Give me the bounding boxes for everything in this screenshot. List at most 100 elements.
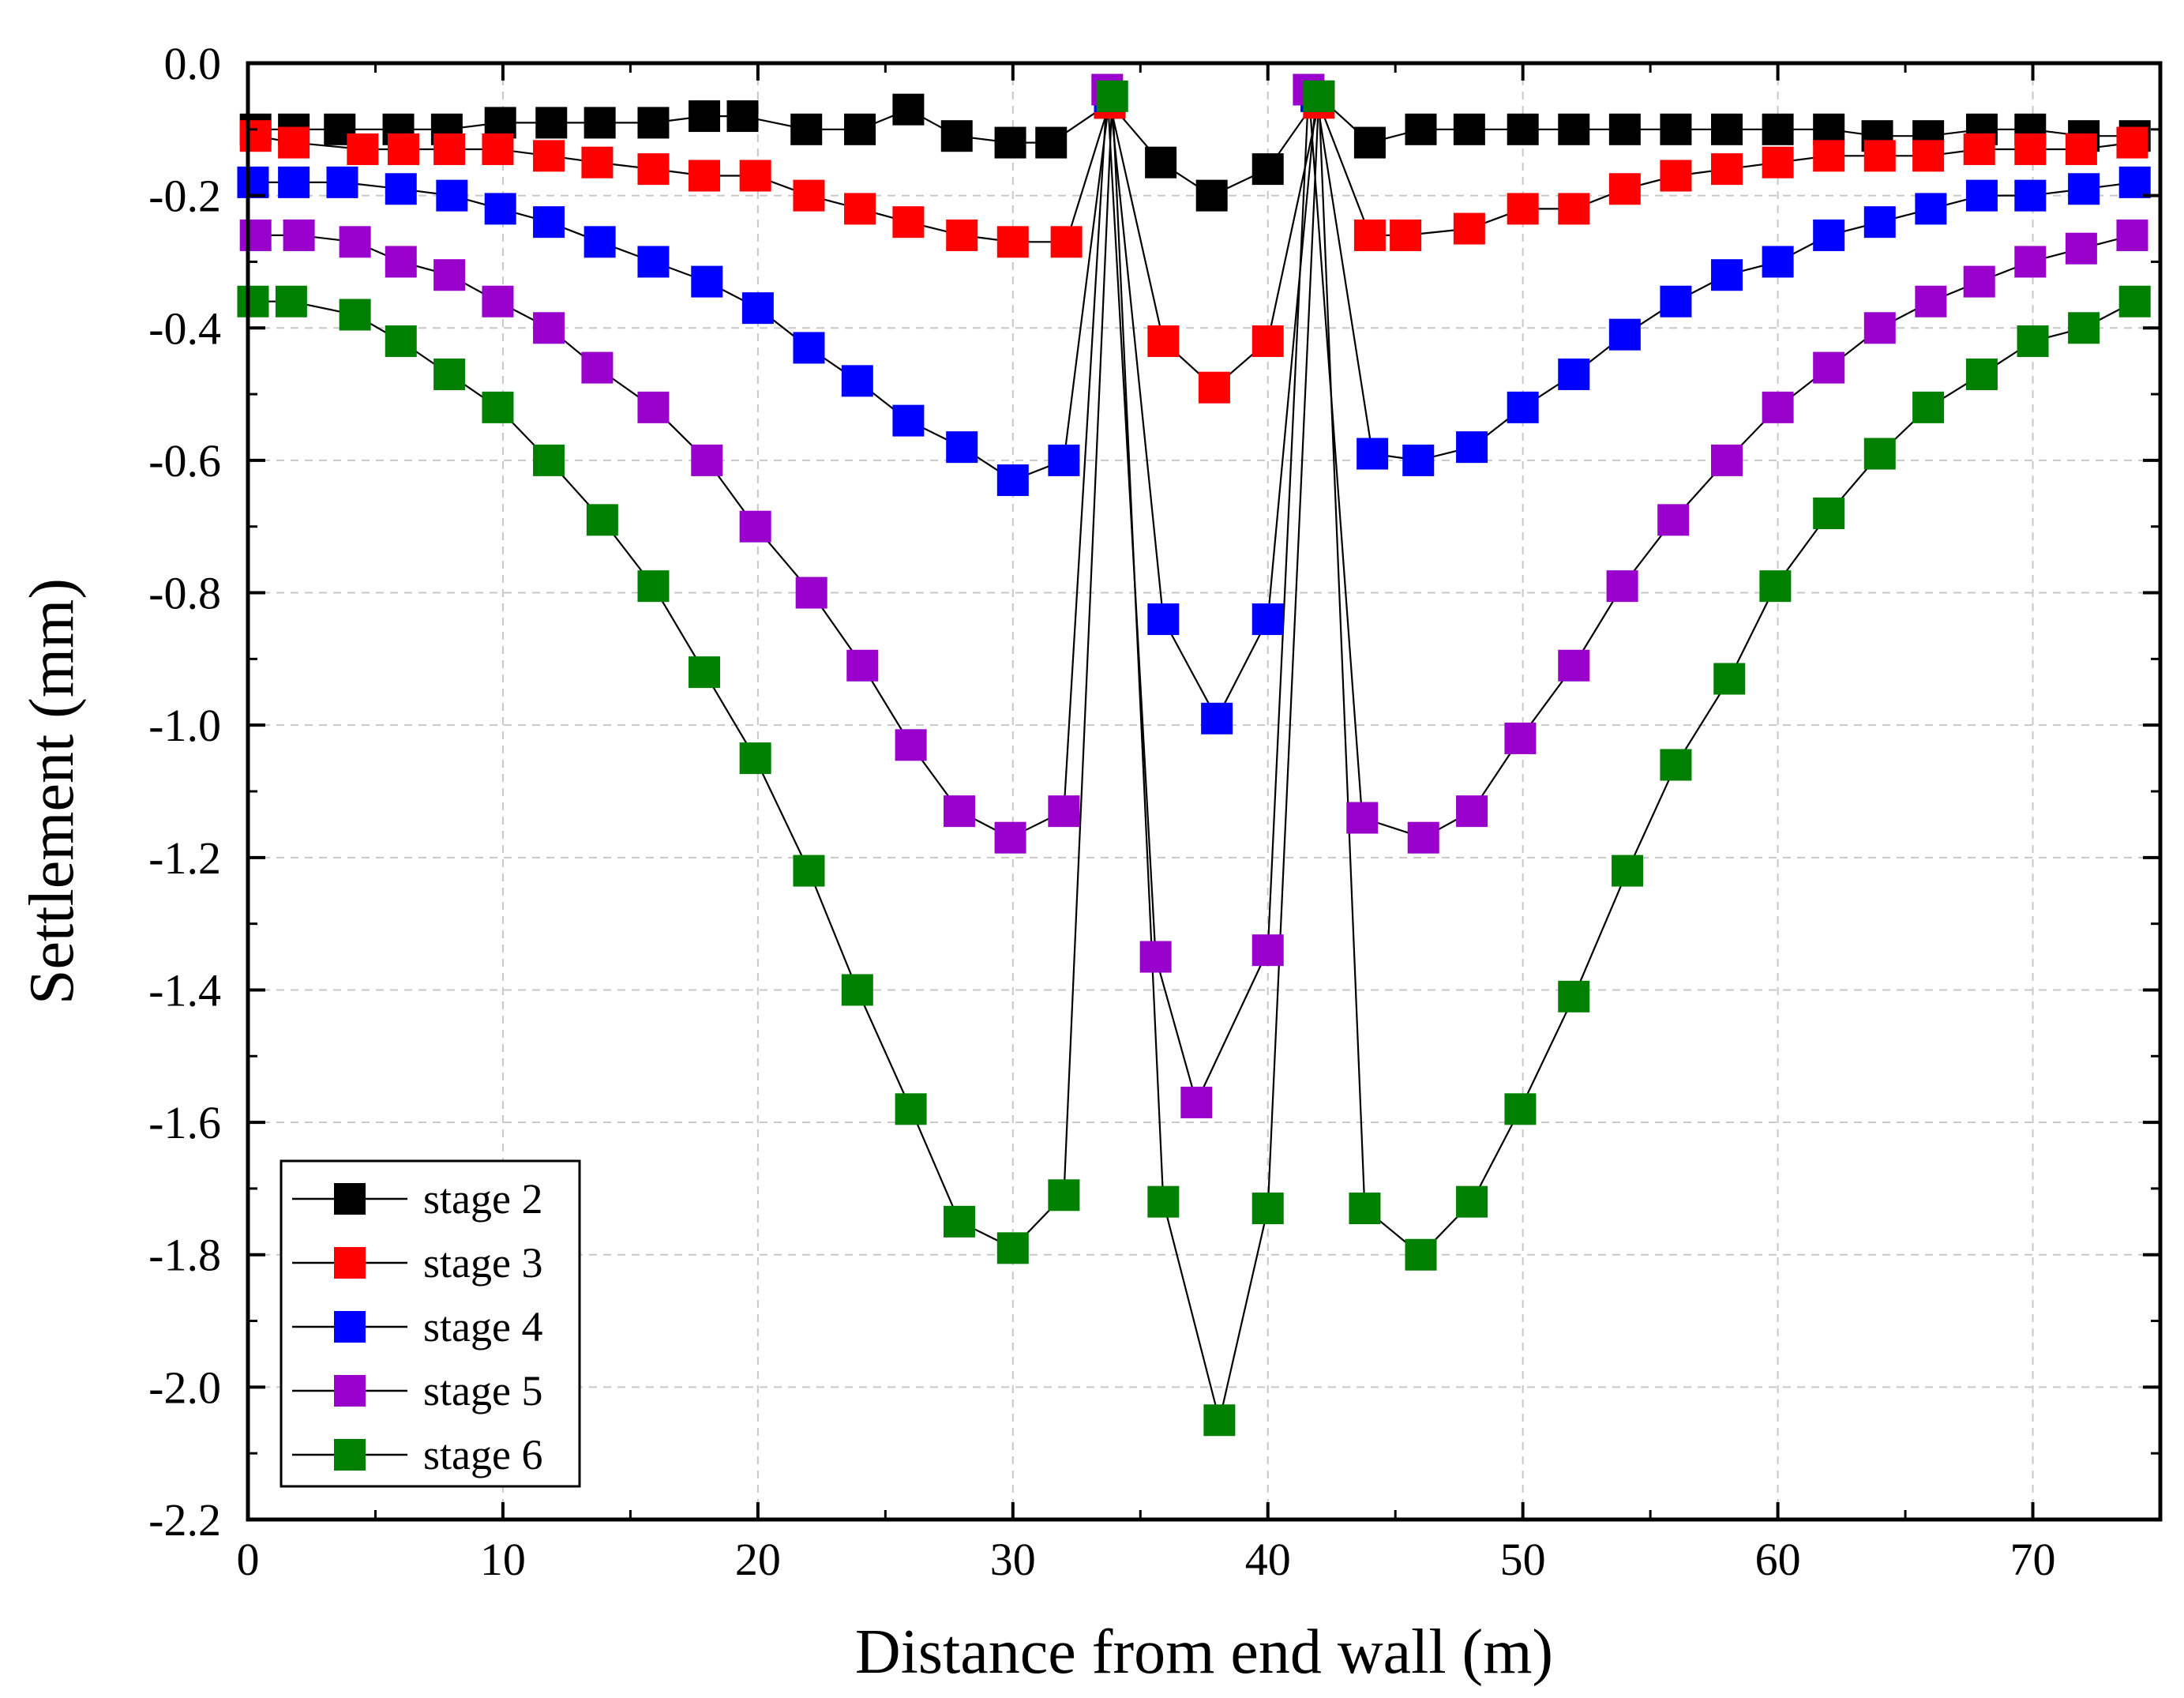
data-point bbox=[1558, 113, 1590, 145]
series-stage-4 bbox=[253, 96, 2135, 721]
legend: stage 2 stage 3 stage 4 stage 5 stage 6 bbox=[280, 1159, 581, 1488]
y-tick-label: -1.6 bbox=[148, 1097, 221, 1148]
data-point bbox=[2017, 325, 2049, 358]
data-point bbox=[1612, 855, 1644, 887]
data-point bbox=[237, 166, 269, 198]
series-layer bbox=[237, 73, 2151, 1437]
data-point bbox=[2118, 285, 2151, 317]
data-point bbox=[239, 120, 272, 152]
data-point bbox=[1657, 504, 1690, 536]
data-point bbox=[1147, 1185, 1180, 1218]
data-point bbox=[1915, 285, 1947, 317]
data-point bbox=[940, 120, 973, 152]
legend-item: stage 5 bbox=[292, 1367, 542, 1414]
data-point bbox=[1139, 941, 1172, 973]
data-point bbox=[1456, 795, 1488, 828]
data-point bbox=[637, 153, 670, 186]
data-point bbox=[1711, 153, 1743, 186]
data-point bbox=[1965, 179, 1998, 212]
data-point bbox=[2068, 312, 2100, 344]
data-point bbox=[1303, 80, 1335, 112]
data-point bbox=[1660, 749, 1692, 781]
series-markers-stage-2 bbox=[239, 80, 2151, 212]
data-point bbox=[637, 107, 670, 139]
data-point bbox=[793, 179, 825, 212]
data-point bbox=[1353, 219, 1386, 251]
data-point bbox=[1813, 351, 1845, 384]
data-point bbox=[1251, 325, 1284, 358]
data-point bbox=[1390, 219, 1422, 251]
data-point bbox=[1759, 570, 1792, 603]
data-point bbox=[1711, 259, 1743, 291]
data-point bbox=[691, 444, 723, 476]
series-markers-stage-5 bbox=[239, 73, 2148, 1118]
data-point bbox=[1180, 1086, 1213, 1118]
data-point bbox=[1147, 325, 1180, 358]
data-point bbox=[1608, 113, 1641, 145]
series-markers-stage-3 bbox=[239, 87, 2148, 404]
data-point bbox=[1456, 1185, 1488, 1218]
data-point bbox=[895, 1093, 927, 1125]
data-point bbox=[689, 656, 721, 689]
y-tick-label: -1.0 bbox=[148, 700, 221, 751]
data-point bbox=[1048, 1179, 1080, 1212]
legend-label: stage 3 bbox=[423, 1239, 542, 1287]
data-point bbox=[1507, 113, 1539, 145]
series-markers-stage-4 bbox=[237, 80, 2151, 734]
data-point bbox=[1963, 133, 1995, 165]
data-point bbox=[943, 1205, 975, 1238]
legend-item: stage 4 bbox=[292, 1303, 542, 1351]
legend-label: stage 2 bbox=[423, 1175, 542, 1223]
data-point bbox=[996, 1232, 1029, 1264]
data-point bbox=[533, 312, 565, 344]
data-point bbox=[436, 179, 468, 212]
data-point bbox=[1660, 113, 1692, 145]
data-point bbox=[741, 292, 774, 325]
data-point bbox=[689, 160, 721, 192]
y-tick-label: -1.2 bbox=[148, 832, 221, 884]
data-point bbox=[726, 100, 759, 133]
x-tick-label: 50 bbox=[1500, 1534, 1546, 1585]
data-point bbox=[1963, 265, 1995, 298]
data-point bbox=[1813, 219, 1845, 251]
legend-marker bbox=[334, 1183, 366, 1215]
legend-item: stage 2 bbox=[292, 1175, 542, 1223]
data-point bbox=[1251, 153, 1284, 186]
data-point bbox=[996, 464, 1029, 497]
data-point bbox=[1357, 438, 1389, 470]
x-tick-label: 30 bbox=[990, 1534, 1036, 1585]
data-point bbox=[1558, 193, 1590, 225]
y-tick-label: -2.0 bbox=[148, 1362, 221, 1413]
legend-box bbox=[280, 1159, 581, 1488]
data-point bbox=[1035, 126, 1068, 159]
legend-item: stage 3 bbox=[292, 1239, 542, 1287]
x-tick-label: 40 bbox=[1245, 1534, 1291, 1585]
data-point bbox=[1762, 146, 1794, 178]
y-tick-label: -0.8 bbox=[148, 568, 221, 619]
data-point bbox=[1507, 193, 1539, 225]
legend-label: stage 5 bbox=[423, 1367, 542, 1414]
y-tick-label: -0.4 bbox=[148, 302, 221, 354]
data-point bbox=[533, 444, 565, 476]
data-point bbox=[1251, 1193, 1284, 1225]
data-point bbox=[533, 140, 565, 172]
data-point bbox=[1762, 391, 1794, 423]
data-point bbox=[793, 855, 825, 887]
data-point bbox=[1402, 444, 1435, 476]
data-point bbox=[1863, 140, 1896, 172]
data-point bbox=[482, 133, 514, 165]
x-tick-label: 0 bbox=[237, 1534, 260, 1585]
data-point bbox=[2116, 219, 2148, 251]
data-point bbox=[2118, 166, 2151, 198]
data-point bbox=[1504, 722, 1537, 754]
data-point bbox=[1203, 1404, 1236, 1437]
data-point bbox=[535, 107, 568, 139]
data-point bbox=[2065, 232, 2097, 265]
data-point bbox=[1346, 802, 1379, 834]
x-tick-label: 20 bbox=[735, 1534, 781, 1585]
data-point bbox=[892, 404, 925, 437]
data-point bbox=[739, 510, 771, 543]
data-point bbox=[1096, 80, 1128, 112]
data-point bbox=[1912, 391, 1945, 423]
y-axis-title: Settlement (mm) bbox=[17, 578, 87, 1005]
